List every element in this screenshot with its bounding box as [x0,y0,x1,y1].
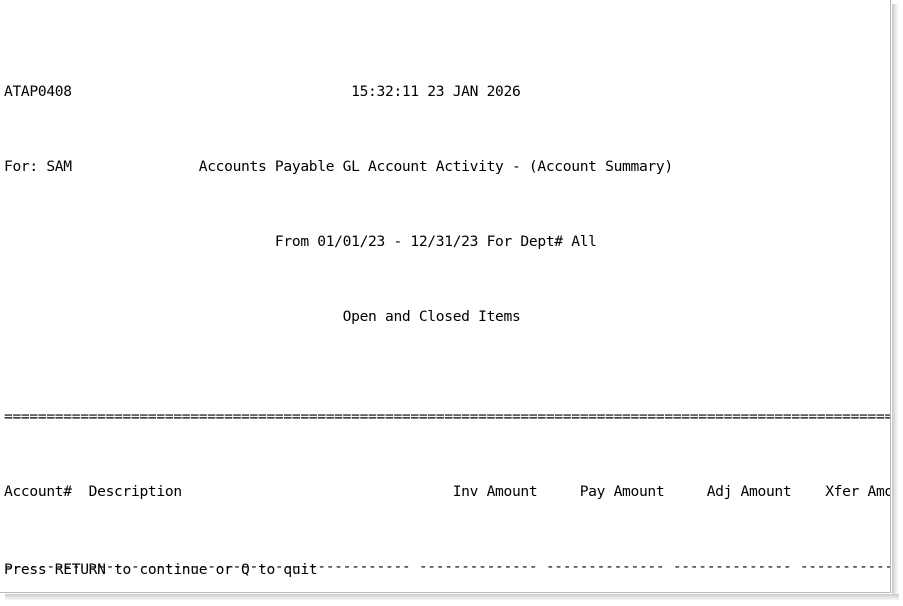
column-header-text: Account# Description Inv Amount Pay Amou… [4,483,891,500]
status-prompt: Press RETURN to continue or Q to quit [4,560,318,580]
double-rule-text: ========================================… [4,408,891,425]
header-line-2: For: SAM Accounts Payable GL Account Act… [4,158,673,175]
window-shadow-bottom [5,594,899,601]
double-rule: ========================================… [4,404,891,429]
header-line-4: Open and Closed Items [4,308,521,325]
column-underline-row: --------- ------------------------------… [4,554,890,579]
header-line-1: ATAP0408 15:32:11 23 JAN 2026 PAGE# 1 [4,83,521,100]
column-underline-text: --------- ------------------------------… [4,558,890,575]
status-prompt-text: Press RETURN to continue or Q to quit [4,561,318,578]
header-line-3: From 01/01/23 - 12/31/23 For Dept# All [4,233,597,250]
report-text-area: ATAP0408 15:32:11 23 JAN 2026 PAGE# 1 Fo… [4,4,891,592]
column-header-row: Account# Description Inv Amount Pay Amou… [4,479,891,504]
terminal-report-window[interactable]: ATAP0408 15:32:11 23 JAN 2026 PAGE# 1 Fo… [0,0,891,593]
window-shadow-right [892,4,899,601]
